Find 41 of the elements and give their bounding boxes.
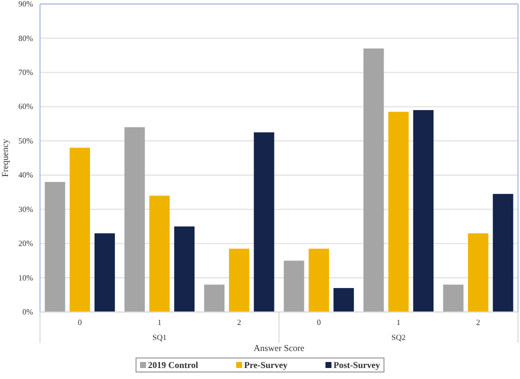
bar <box>468 233 488 312</box>
x-tick-label: 1 <box>158 318 162 327</box>
bar <box>254 132 274 312</box>
bar <box>443 284 464 312</box>
bar <box>124 127 145 312</box>
bar <box>44 182 66 312</box>
y-tick-label: 90% <box>18 0 34 9</box>
bar <box>363 48 384 312</box>
x-tick-label: 0 <box>316 318 321 327</box>
y-tick-label: 10% <box>18 273 34 282</box>
y-tick-label: 70% <box>18 68 34 78</box>
bar <box>284 260 304 312</box>
y-tick-label: 50% <box>18 136 34 146</box>
legend-label: 2019 Control <box>148 360 199 370</box>
x-tick-label: 2 <box>476 318 480 327</box>
bar <box>228 248 250 312</box>
x-tick-label: 2 <box>237 318 242 327</box>
bar <box>334 288 354 312</box>
bar <box>204 284 224 312</box>
text: SQ1 <box>152 333 167 342</box>
y-tick-label: 20% <box>18 239 34 248</box>
bar <box>492 194 514 312</box>
text: SQ2 <box>391 333 406 342</box>
bar <box>308 248 330 312</box>
y-tick-label: 60% <box>18 102 34 112</box>
bar <box>388 112 409 312</box>
bar <box>174 226 195 312</box>
x-tick-label: 0 <box>78 318 82 327</box>
y-tick-label: 0% <box>22 308 34 317</box>
x-tick-label: 1 <box>396 318 400 327</box>
y-axis-title: Frequency <box>0 138 10 177</box>
bar <box>413 110 434 312</box>
legend-label: Post-Survey <box>333 360 380 370</box>
y-tick-label: 80% <box>18 34 34 43</box>
y-tick-label: 40% <box>18 170 34 180</box>
bar <box>149 196 170 312</box>
bar <box>70 148 90 312</box>
legend-label: Pre-Survey <box>244 360 288 370</box>
x-axis-title: Answer Score <box>254 343 304 353</box>
bar <box>94 233 115 312</box>
y-tick-label: 30% <box>18 204 34 214</box>
